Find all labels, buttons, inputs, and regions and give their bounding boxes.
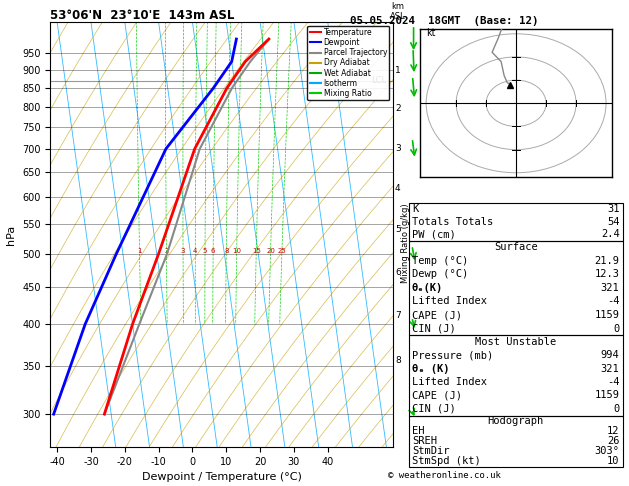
Text: 2: 2: [164, 248, 169, 254]
Text: 0: 0: [613, 324, 620, 333]
Text: 5: 5: [203, 248, 207, 254]
Text: -4: -4: [607, 377, 620, 387]
Text: 3: 3: [395, 144, 401, 153]
Text: 303°: 303°: [594, 446, 620, 456]
Text: 6: 6: [211, 248, 215, 254]
Text: CAPE (J): CAPE (J): [412, 310, 462, 320]
Text: © weatheronline.co.uk: © weatheronline.co.uk: [387, 471, 501, 480]
Text: 12.3: 12.3: [594, 269, 620, 279]
Text: CAPE (J): CAPE (J): [412, 390, 462, 400]
Text: 05.05.2024  18GMT  (Base: 12): 05.05.2024 18GMT (Base: 12): [350, 16, 538, 26]
Text: SREH: SREH: [412, 436, 437, 446]
Text: 7: 7: [395, 312, 401, 320]
Text: 321: 321: [601, 364, 620, 374]
Text: CIN (J): CIN (J): [412, 324, 456, 333]
Text: StmDir: StmDir: [412, 446, 450, 456]
Text: 54: 54: [607, 217, 620, 227]
Text: PW (cm): PW (cm): [412, 229, 456, 239]
Text: 15: 15: [252, 248, 261, 254]
Text: 21.9: 21.9: [594, 256, 620, 266]
Text: 20: 20: [266, 248, 275, 254]
Text: Lifted Index: Lifted Index: [412, 377, 487, 387]
Text: θₑ(K): θₑ(K): [412, 283, 443, 293]
Text: 31: 31: [607, 205, 620, 214]
Text: 26: 26: [607, 436, 620, 446]
Text: EH: EH: [412, 426, 425, 436]
Text: 8: 8: [395, 356, 401, 365]
Text: 2: 2: [395, 104, 401, 114]
Y-axis label: hPa: hPa: [6, 225, 16, 244]
Text: 12: 12: [607, 426, 620, 436]
Text: 5: 5: [395, 226, 401, 234]
Text: 321: 321: [601, 283, 620, 293]
Text: 994: 994: [601, 350, 620, 361]
Text: CIN (J): CIN (J): [412, 404, 456, 414]
Text: 4: 4: [395, 184, 401, 193]
Text: Pressure (mb): Pressure (mb): [412, 350, 493, 361]
Text: Totals Totals: Totals Totals: [412, 217, 493, 227]
Text: Most Unstable: Most Unstable: [475, 337, 557, 347]
Text: 8: 8: [224, 248, 228, 254]
Text: 6: 6: [395, 268, 401, 277]
Text: K: K: [412, 205, 418, 214]
Text: 53°06'N  23°10'E  143m ASL: 53°06'N 23°10'E 143m ASL: [50, 9, 235, 22]
Text: Surface: Surface: [494, 243, 538, 252]
Text: Temp (°C): Temp (°C): [412, 256, 468, 266]
X-axis label: Dewpoint / Temperature (°C): Dewpoint / Temperature (°C): [142, 472, 302, 483]
Text: -4: -4: [607, 296, 620, 307]
Text: 2.4: 2.4: [601, 229, 620, 239]
Text: 10: 10: [232, 248, 242, 254]
Text: kt: kt: [426, 28, 436, 38]
Legend: Temperature, Dewpoint, Parcel Trajectory, Dry Adiabat, Wet Adiabat, Isotherm, Mi: Temperature, Dewpoint, Parcel Trajectory…: [308, 26, 389, 100]
Text: θₑ (K): θₑ (K): [412, 364, 450, 374]
Text: Lifted Index: Lifted Index: [412, 296, 487, 307]
Text: 1159: 1159: [594, 390, 620, 400]
Title: km
ASL: km ASL: [390, 1, 406, 21]
Text: 1: 1: [137, 248, 142, 254]
Text: Mixing Ratio (g/kg): Mixing Ratio (g/kg): [401, 203, 410, 283]
Text: Hodograph: Hodograph: [487, 416, 544, 426]
Text: 0: 0: [613, 404, 620, 414]
Text: 10: 10: [607, 456, 620, 467]
Text: LCL: LCL: [371, 76, 386, 85]
Text: 25: 25: [277, 248, 286, 254]
Text: 1: 1: [395, 66, 401, 75]
Text: 3: 3: [181, 248, 186, 254]
Text: StmSpd (kt): StmSpd (kt): [412, 456, 481, 467]
Text: 4: 4: [193, 248, 198, 254]
Text: 1159: 1159: [594, 310, 620, 320]
Text: Dewp (°C): Dewp (°C): [412, 269, 468, 279]
